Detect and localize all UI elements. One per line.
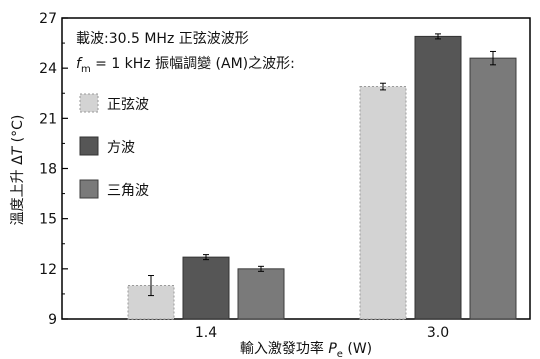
y-axis-title-prefix: 溫度上升 Δ [10, 155, 26, 225]
x-axis-title-sub: e [337, 349, 343, 359]
axes: 9 12 15 18 21 24 27 1.4 3.0 [39, 11, 531, 341]
annotation-carrier: 載波:30.5 MHz 正弦波波形 [76, 31, 249, 47]
bars [127, 33, 517, 320]
x-axis-title-prefix: 輸入激發功率 [240, 340, 328, 357]
annotation-mod-sub: m [81, 64, 91, 75]
legend-swatch-1 [79, 136, 99, 156]
y-tick-label-4: 21 [39, 111, 57, 127]
annotation-mod-rest: = 1 kHz 振幅調變 (AM)之波形: [91, 56, 295, 72]
annotation-modulation: fm = 1 kHz 振幅調變 (AM)之波形: [76, 56, 295, 75]
bar-1-1 [414, 35, 462, 320]
legend-swatch-2 [79, 179, 99, 199]
y-tick-label-2: 15 [39, 212, 57, 228]
x-axis-title-suffix: (W) [343, 341, 372, 357]
y-tick-label-5: 24 [39, 61, 57, 77]
bar-1-0 [182, 256, 230, 320]
y-tick-label-0: 9 [48, 312, 57, 328]
y-axis-title: 溫度上升 ΔT (°C) [10, 115, 26, 226]
x-axis-title: 輸入激發功率 Pe (W) [240, 340, 372, 359]
y-tick-label-3: 18 [39, 162, 57, 178]
legend-label-2: 三角波 [107, 183, 149, 199]
bar-0-1 [359, 86, 407, 320]
legend-label-1: 方波 [107, 140, 135, 156]
x-tick-label-0: 1.4 [195, 325, 217, 341]
legend-label-0: 正弦波 [107, 97, 149, 113]
y-axis-title-var: T [10, 145, 26, 155]
x-tick-label-1: 3.0 [427, 325, 449, 341]
bar-2-0 [237, 268, 285, 320]
bar-2-1 [469, 57, 517, 320]
y-tick-label-6: 27 [39, 11, 57, 27]
y-tick-label-1: 12 [39, 262, 57, 278]
legend-swatch-0 [79, 93, 99, 113]
y-axis-title-suffix: (°C) [10, 115, 26, 147]
x-axis-title-var: P [328, 341, 337, 357]
annotation-mod-var: f [76, 56, 83, 72]
